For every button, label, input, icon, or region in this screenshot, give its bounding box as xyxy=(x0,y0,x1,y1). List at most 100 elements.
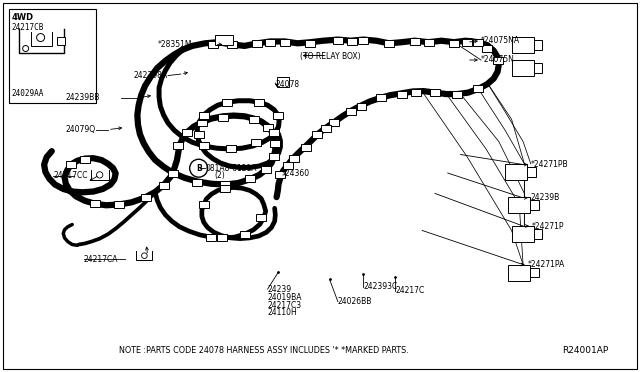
Text: 24110H: 24110H xyxy=(268,308,298,317)
Bar xyxy=(508,197,531,213)
Bar xyxy=(193,179,202,186)
Bar xyxy=(248,116,259,123)
Bar xyxy=(270,140,280,147)
Bar xyxy=(534,41,542,50)
Bar xyxy=(262,124,273,131)
Bar xyxy=(269,129,279,136)
Bar xyxy=(256,214,266,221)
Bar xyxy=(280,39,290,46)
Bar xyxy=(114,201,124,208)
Text: 24217CA: 24217CA xyxy=(84,255,118,264)
Bar xyxy=(197,119,207,126)
Bar xyxy=(283,162,293,169)
Bar xyxy=(239,231,250,238)
Bar xyxy=(273,112,283,119)
Bar xyxy=(493,57,502,64)
Text: 24239B: 24239B xyxy=(531,193,560,202)
Bar xyxy=(221,185,230,192)
Bar xyxy=(276,77,289,87)
Bar xyxy=(508,264,531,280)
Bar xyxy=(474,39,483,46)
Text: 081A8-6121A: 081A8-6121A xyxy=(205,164,257,173)
Bar xyxy=(251,139,261,146)
Bar xyxy=(252,40,262,47)
Text: 242393C: 242393C xyxy=(364,282,397,291)
Bar xyxy=(207,234,216,241)
Text: 24217C: 24217C xyxy=(396,286,424,295)
Bar xyxy=(168,170,178,177)
Bar xyxy=(511,226,534,242)
Bar xyxy=(254,99,264,106)
Text: *24271PB: *24271PB xyxy=(531,160,568,169)
Bar xyxy=(534,229,542,239)
Bar xyxy=(217,234,227,241)
Bar xyxy=(199,201,209,208)
Bar xyxy=(452,91,462,97)
Bar xyxy=(511,60,534,76)
Text: 24078: 24078 xyxy=(275,80,300,89)
Bar xyxy=(474,86,483,92)
Text: *24271P: *24271P xyxy=(532,221,564,231)
Text: B: B xyxy=(196,164,202,173)
Bar xyxy=(534,63,542,73)
Bar xyxy=(411,89,420,96)
Bar xyxy=(531,268,539,277)
Text: 24217CC: 24217CC xyxy=(53,171,88,180)
Bar xyxy=(275,171,285,178)
Bar xyxy=(356,103,367,110)
Text: *24271PA: *24271PA xyxy=(527,260,564,269)
Text: 4WD: 4WD xyxy=(12,13,34,22)
Bar xyxy=(141,195,151,201)
Bar xyxy=(329,119,339,126)
Bar xyxy=(80,156,90,163)
Text: 24217C3: 24217C3 xyxy=(268,301,301,310)
Bar xyxy=(218,114,228,121)
Bar xyxy=(226,145,236,153)
Bar xyxy=(358,37,369,44)
Text: 24079Q: 24079Q xyxy=(65,125,95,134)
Bar xyxy=(269,153,279,160)
Bar xyxy=(208,41,218,48)
Bar xyxy=(462,38,472,45)
Bar xyxy=(66,161,76,168)
Bar xyxy=(265,39,275,46)
Bar xyxy=(221,181,230,188)
Text: *28351M: *28351M xyxy=(158,40,192,49)
Bar xyxy=(449,40,459,47)
Bar xyxy=(410,38,419,45)
Bar xyxy=(289,155,300,162)
Bar xyxy=(321,125,332,132)
Bar xyxy=(9,9,97,103)
Text: 24217CB: 24217CB xyxy=(12,23,44,32)
Bar xyxy=(462,39,472,46)
Bar xyxy=(223,99,232,106)
Bar xyxy=(376,94,386,101)
Bar xyxy=(173,142,183,150)
Bar xyxy=(531,200,539,210)
Bar xyxy=(90,200,100,207)
Bar xyxy=(346,108,356,115)
Bar xyxy=(333,37,343,44)
Text: *24075NA: *24075NA xyxy=(481,36,520,45)
Bar xyxy=(214,35,232,45)
Text: 24026BB: 24026BB xyxy=(338,297,372,306)
Text: 24239: 24239 xyxy=(268,285,292,294)
Text: NOTE :PARTS CODE 24078 HARNESS ASSY INCLUDES '* *MARKED PARTS.: NOTE :PARTS CODE 24078 HARNESS ASSY INCL… xyxy=(119,346,408,355)
Text: 242398A: 242398A xyxy=(134,71,168,80)
Bar xyxy=(384,40,394,47)
Text: (TO RELAY BOX): (TO RELAY BOX) xyxy=(300,52,360,61)
Bar xyxy=(194,131,204,138)
Bar xyxy=(474,39,483,46)
Bar xyxy=(511,37,534,53)
Text: *24075N: *24075N xyxy=(481,55,515,64)
Bar xyxy=(430,89,440,96)
Bar xyxy=(182,129,192,136)
Bar xyxy=(244,175,255,182)
Bar xyxy=(261,166,271,173)
Bar xyxy=(199,142,209,150)
Bar xyxy=(347,38,357,45)
Bar xyxy=(301,144,311,151)
Text: R24001AP: R24001AP xyxy=(563,346,609,355)
Bar xyxy=(397,91,407,97)
Bar xyxy=(56,36,65,45)
